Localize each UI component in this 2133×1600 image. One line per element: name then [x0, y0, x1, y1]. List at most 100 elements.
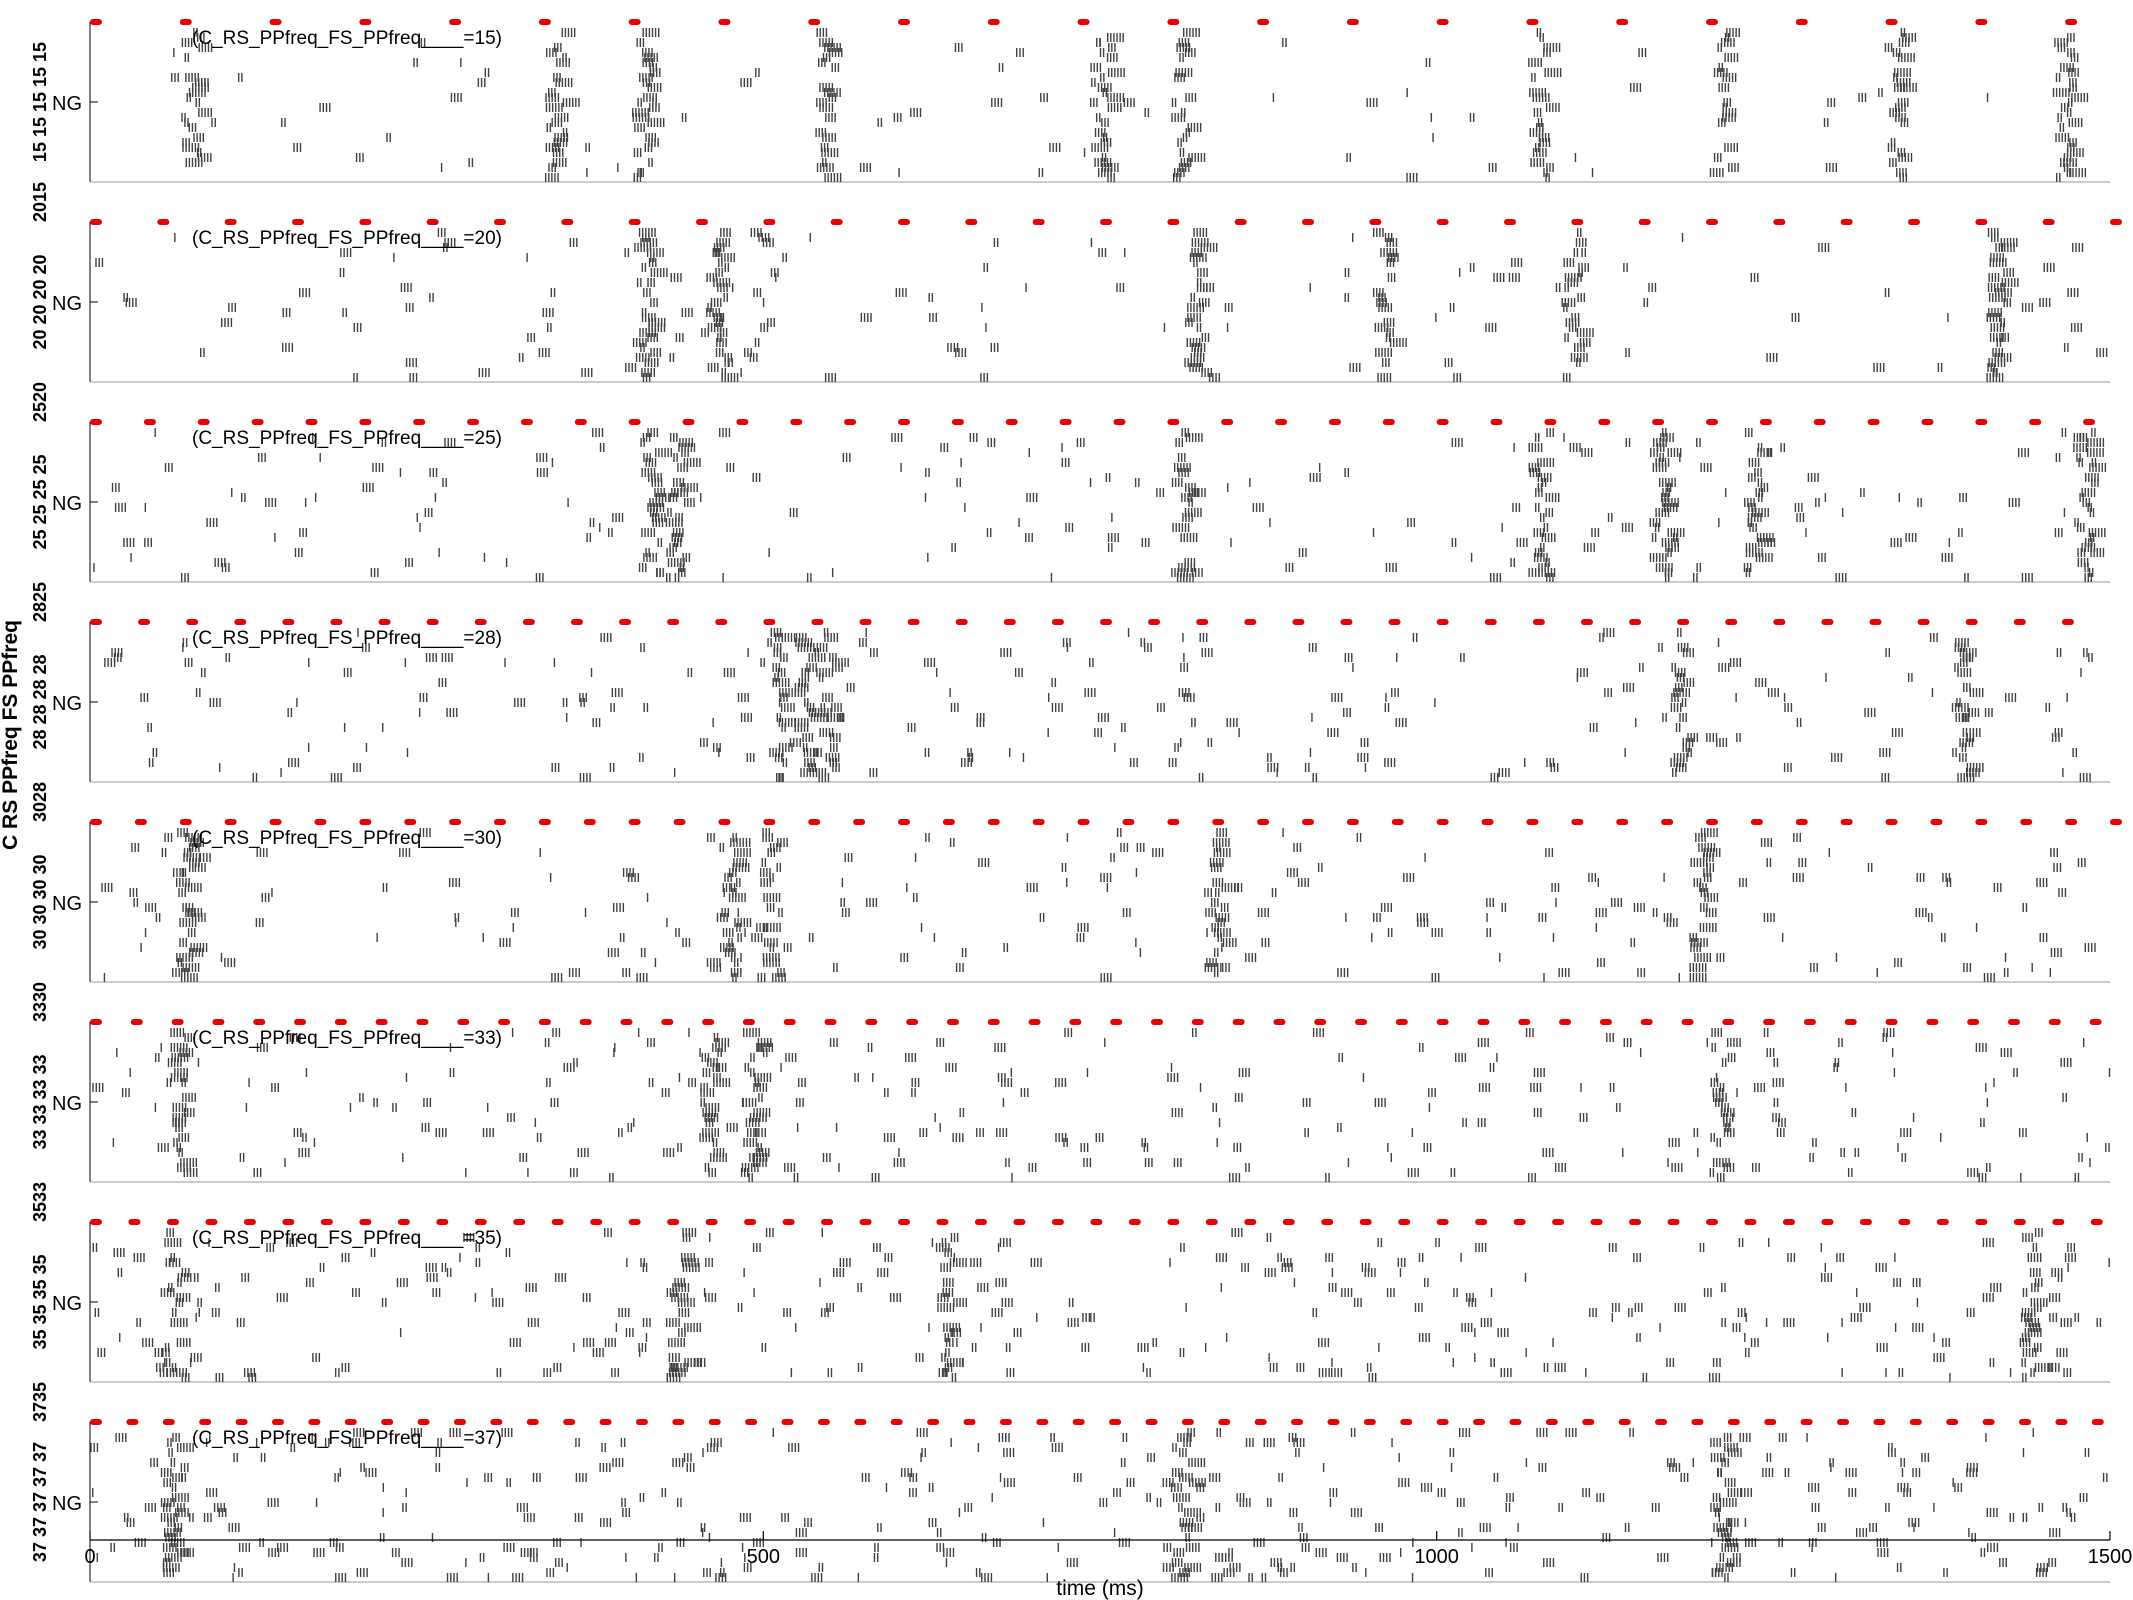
panel-ng-label: NG: [52, 93, 82, 115]
input-pulse-mark: [1388, 619, 1401, 625]
input-pulse-mark: [2110, 819, 2122, 825]
panel-annotation: (C_RS_PPfreq_FS_PPfreq____=25): [192, 428, 502, 449]
input-pulse-mark: [1598, 419, 1611, 425]
input-pulse-mark: [898, 219, 910, 225]
input-pulse-series: [90, 419, 2096, 425]
input-pulse-mark: [907, 619, 920, 625]
input-pulse-mark: [570, 619, 583, 625]
panel-annotation: (C_RS_PPfreq_FS_PPfreq____=20): [192, 228, 502, 249]
input-pulse-mark: [811, 619, 824, 625]
panel-side-label: 20 20 20 20: [30, 254, 50, 349]
input-pulse-mark: [942, 819, 955, 825]
input-pulse-mark: [179, 19, 192, 25]
input-pulse-mark: [715, 619, 728, 625]
input-pulse-mark: [1382, 419, 1395, 425]
input-pulse-mark: [1677, 619, 1690, 625]
input-pulse-mark: [378, 619, 391, 625]
input-pulse-mark: [2013, 619, 2026, 625]
input-pulse-mark: [359, 419, 372, 425]
input-pulse-mark: [143, 419, 156, 425]
input-pulse-mark: [1436, 619, 1449, 625]
input-pulse-mark: [179, 819, 192, 825]
input-pulse-mark: [898, 419, 910, 425]
input-pulse-mark: [359, 819, 372, 825]
input-pulse-mark: [234, 619, 247, 625]
input-pulse-mark: [1484, 619, 1497, 625]
input-pulse-mark: [1391, 819, 1404, 825]
input-pulse-mark: [90, 419, 102, 425]
input-pulse-mark: [1346, 819, 1359, 825]
input-pulse-mark: [359, 19, 372, 25]
input-pulse-mark: [682, 419, 695, 425]
input-pulse-mark: [763, 819, 776, 825]
input-pulse-mark: [844, 419, 857, 425]
panel-divider-label: 3028: [30, 782, 50, 822]
input-pulse-mark: [314, 819, 327, 825]
input-pulse-mark: [583, 819, 596, 825]
input-pulse-mark: [157, 219, 170, 225]
input-pulse-mark: [628, 219, 641, 225]
input-pulse-mark: [1221, 419, 1234, 425]
panel-side-label: 25 25 25 25: [30, 454, 50, 549]
input-pulse-mark: [1821, 619, 1834, 625]
input-pulse-mark: [224, 219, 237, 225]
input-pulse-mark: [2061, 619, 2074, 625]
input-pulse-mark: [426, 219, 439, 225]
input-pulse-mark: [1436, 219, 1449, 225]
input-pulse-mark: [1544, 419, 1557, 425]
input-pulse-mark: [1167, 19, 1180, 25]
input-pulse-mark: [1652, 419, 1665, 425]
spike-series: [101, 828, 2096, 982]
input-pulse-mark: [1481, 819, 1494, 825]
input-pulse-mark: [467, 419, 480, 425]
panel-divider-label: 2520: [30, 382, 50, 422]
input-pulse-mark: [1275, 419, 1288, 425]
input-pulse-mark: [138, 619, 151, 625]
input-pulse-mark: [404, 819, 417, 825]
input-pulse-mark: [292, 219, 304, 225]
input-pulse-mark: [628, 419, 641, 425]
input-pulse-mark: [269, 19, 282, 25]
input-pulse-mark: [667, 619, 680, 625]
input-pulse-series: [90, 19, 2078, 25]
input-pulse-mark: [1302, 219, 1314, 225]
input-pulse-mark: [965, 219, 978, 225]
panel-annotation: (C_RS_PPfreq_FS_PPfreq____=15): [192, 28, 502, 49]
input-pulse-mark: [474, 619, 487, 625]
panel-annotation: (C_RS_PPfreq_FS_PPfreq____=28): [192, 628, 502, 649]
input-pulse-mark: [1908, 219, 1920, 225]
input-pulse-mark: [1032, 819, 1045, 825]
input-pulse-mark: [1921, 419, 1934, 425]
panel-ng-label: NG: [52, 693, 82, 715]
input-pulse-mark: [1869, 619, 1882, 625]
input-pulse-mark: [1975, 419, 1988, 425]
input-pulse-mark: [1975, 819, 1988, 825]
input-pulse-mark: [1490, 419, 1503, 425]
spike-series: [95, 228, 2108, 382]
input-pulse-mark: [1346, 19, 1359, 25]
input-pulse-mark: [1885, 819, 1898, 825]
input-pulse-mark: [134, 819, 147, 825]
input-pulse-mark: [197, 419, 210, 425]
input-pulse-mark: [2065, 819, 2078, 825]
input-pulse-mark: [224, 819, 237, 825]
input-pulse-mark: [1930, 819, 1943, 825]
input-pulse-mark: [1100, 619, 1112, 625]
panel-divider-label: 2825: [30, 582, 50, 622]
input-pulse-mark: [859, 619, 872, 625]
input-pulse-mark: [305, 419, 318, 425]
input-pulse-mark: [561, 219, 574, 225]
input-pulse-mark: [2020, 819, 2033, 825]
spike-series: [171, 28, 2089, 182]
input-pulse-mark: [2110, 219, 2122, 225]
input-pulse-mark: [1975, 19, 1988, 25]
input-pulse-mark: [1244, 619, 1257, 625]
input-pulse-mark: [1571, 219, 1584, 225]
input-pulse-mark: [1629, 619, 1642, 625]
input-pulse-mark: [90, 619, 102, 625]
input-pulse-mark: [951, 419, 964, 425]
input-pulse-mark: [1840, 819, 1853, 825]
